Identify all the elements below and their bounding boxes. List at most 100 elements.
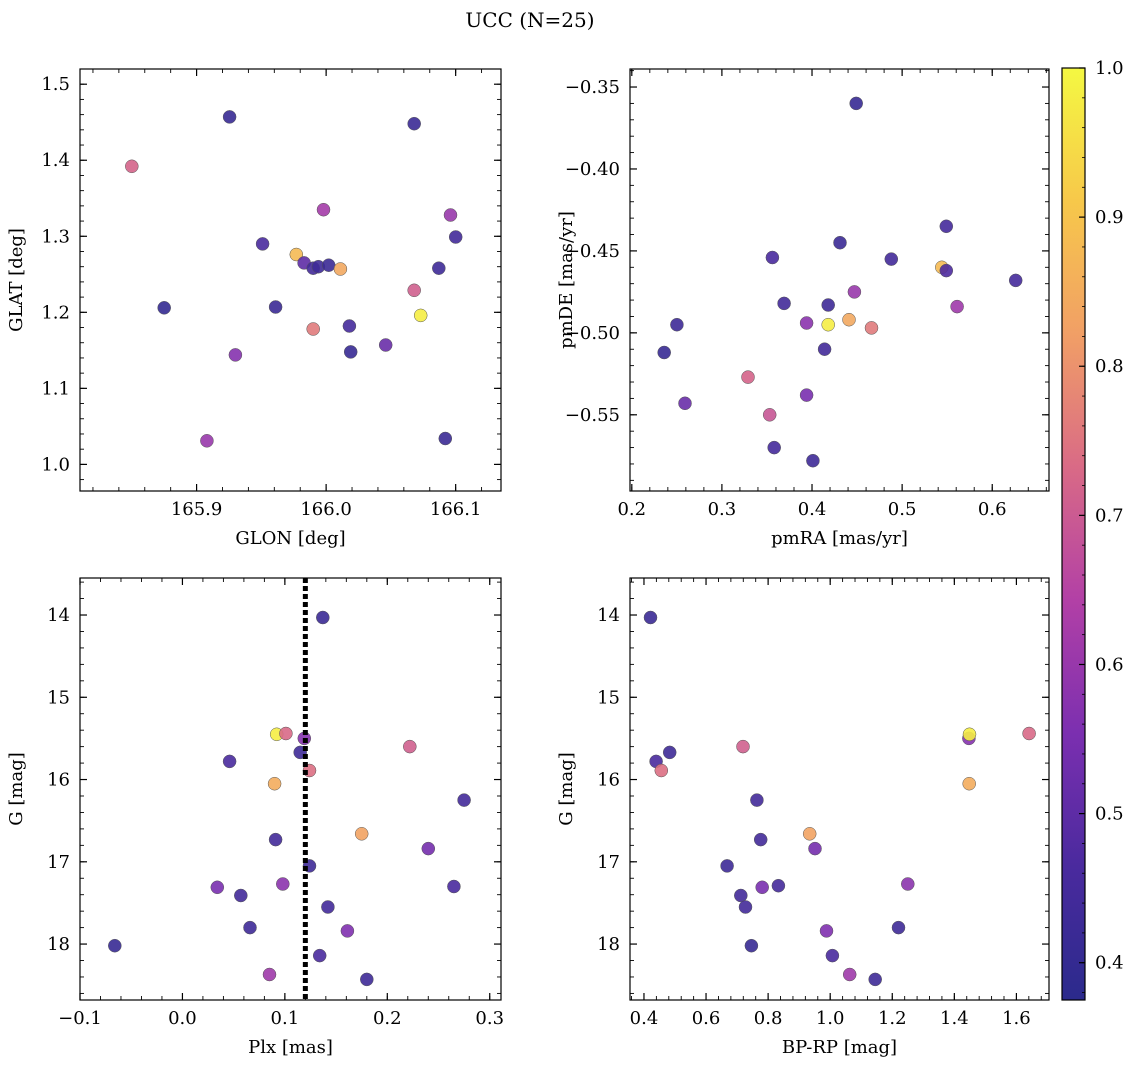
data-point	[825, 948, 840, 963]
points-group	[125, 110, 463, 448]
y-tick-label: 14	[47, 605, 70, 626]
data-point	[1022, 726, 1036, 741]
data-point	[884, 252, 899, 266]
data-point	[268, 300, 283, 314]
data-point	[255, 237, 270, 251]
y-axis-label: G [mag]	[6, 752, 27, 825]
y-tick-label: −0.45	[565, 241, 620, 262]
colorbar-tick-label: 0.4	[1095, 953, 1124, 974]
points-group	[108, 578, 471, 1000]
x-tick-label: 166.0	[300, 499, 352, 520]
x-axis-label: BP-RP [mag]	[782, 1037, 897, 1058]
panel-plx-g: −0.1 0.0 0.1 0.2 0.3 14 15 16 17 18 Plx [mas] G […	[6, 577, 504, 1058]
colorbar-tick-label: 0.8	[1095, 356, 1124, 377]
y-tick-label: 15	[597, 687, 620, 708]
data-point	[448, 230, 463, 244]
plot-frame	[79, 68, 502, 492]
data-point	[901, 877, 915, 891]
x-tick-label: 1.2	[878, 1008, 907, 1029]
data-point	[407, 116, 421, 131]
y-tick-label: 1.3	[41, 226, 70, 247]
data-point	[962, 727, 977, 742]
data-point	[289, 247, 304, 262]
data-point	[777, 296, 791, 311]
x-tick-label: 0.1	[271, 1008, 300, 1029]
x-tick-label: 0.2	[617, 499, 646, 520]
data-point	[753, 832, 768, 847]
data-point	[802, 827, 817, 841]
points-group	[657, 96, 1023, 468]
x-tick-label: 0.3	[708, 499, 737, 520]
data-point	[821, 317, 835, 332]
figure-title: UCC (N=25)	[465, 8, 594, 32]
data-point	[340, 924, 355, 938]
y-tick-label: −0.50	[565, 323, 620, 344]
colorbar-ticks: 0.4 0.5 0.6 0.7 0.8 0.9 1.0	[1079, 58, 1124, 993]
panel-glon-glat: 165.9 166.0 166.1 1.0 1.1 1.2 1.3 1.4 1.5 GLON […	[6, 68, 502, 549]
x-tick-label: 0.4	[798, 499, 827, 520]
data-point	[806, 453, 820, 468]
data-point	[950, 299, 964, 314]
data-point	[413, 308, 428, 323]
y-tick-label: 18	[47, 934, 70, 955]
data-point	[670, 317, 684, 332]
data-point	[157, 301, 171, 315]
panel-pmra-pmde: 0.2 0.3 0.4 0.5 0.6 −0.55 −0.50 −0.45 −0.40 −0.35…	[556, 68, 1050, 549]
y-axis-label: pmDE [mas/yr]	[556, 211, 577, 349]
data-point	[842, 967, 857, 982]
y-tick-label: 17	[47, 852, 70, 873]
colorbar-tick-label: 1.0	[1095, 58, 1124, 79]
data-point	[228, 348, 243, 362]
data-point	[767, 440, 781, 455]
x-axis-label: GLON [deg]	[235, 528, 345, 549]
data-point	[833, 235, 847, 250]
plot-frame	[629, 68, 1050, 492]
y-tick-label: −0.35	[565, 77, 620, 98]
data-point	[891, 920, 906, 935]
data-point	[821, 298, 835, 312]
data-point	[403, 739, 417, 754]
x-tick-label: 0.2	[373, 1008, 402, 1029]
data-point	[771, 878, 786, 893]
data-point	[819, 924, 834, 938]
x-tick-label: 165.9	[171, 499, 223, 520]
y-tick-label: 18	[597, 934, 620, 955]
data-point	[432, 261, 446, 275]
x-tick-label: 1.6	[1002, 1008, 1031, 1029]
x-tick-label: 1.0	[816, 1008, 845, 1029]
data-point	[443, 208, 458, 222]
y-tick-label: 1.1	[41, 378, 70, 399]
data-point	[678, 396, 692, 411]
data-point	[657, 345, 671, 360]
data-point	[939, 263, 954, 278]
data-point	[817, 342, 832, 356]
x-tick-label: 0.5	[888, 499, 917, 520]
x-axis-label: pmRA [mas/yr]	[771, 528, 908, 549]
y-tick-label: 1.4	[41, 150, 70, 171]
ticks-group: 0.2 0.3 0.4 0.5 0.6 −0.55 −0.50 −0.45 −0.40 −0.35	[565, 69, 1049, 520]
data-point	[662, 745, 677, 760]
y-tick-label: 1.5	[41, 74, 70, 95]
data-point	[962, 776, 976, 791]
data-point	[741, 370, 755, 384]
data-point	[342, 319, 357, 333]
data-point	[799, 316, 814, 330]
y-tick-label: 14	[597, 605, 620, 626]
data-point	[755, 880, 769, 895]
data-point	[808, 841, 822, 856]
data-point	[354, 827, 369, 841]
data-point	[108, 938, 122, 953]
data-point	[738, 900, 753, 914]
points-group	[643, 610, 1036, 987]
data-point	[268, 832, 283, 847]
data-point	[262, 967, 277, 982]
data-point	[868, 972, 882, 987]
data-point	[421, 841, 436, 856]
data-point	[407, 283, 421, 298]
data-point	[736, 739, 750, 754]
data-point	[279, 726, 293, 741]
data-point	[222, 754, 237, 769]
plot-frame	[79, 577, 502, 1001]
y-tick-label: 16	[47, 770, 70, 791]
